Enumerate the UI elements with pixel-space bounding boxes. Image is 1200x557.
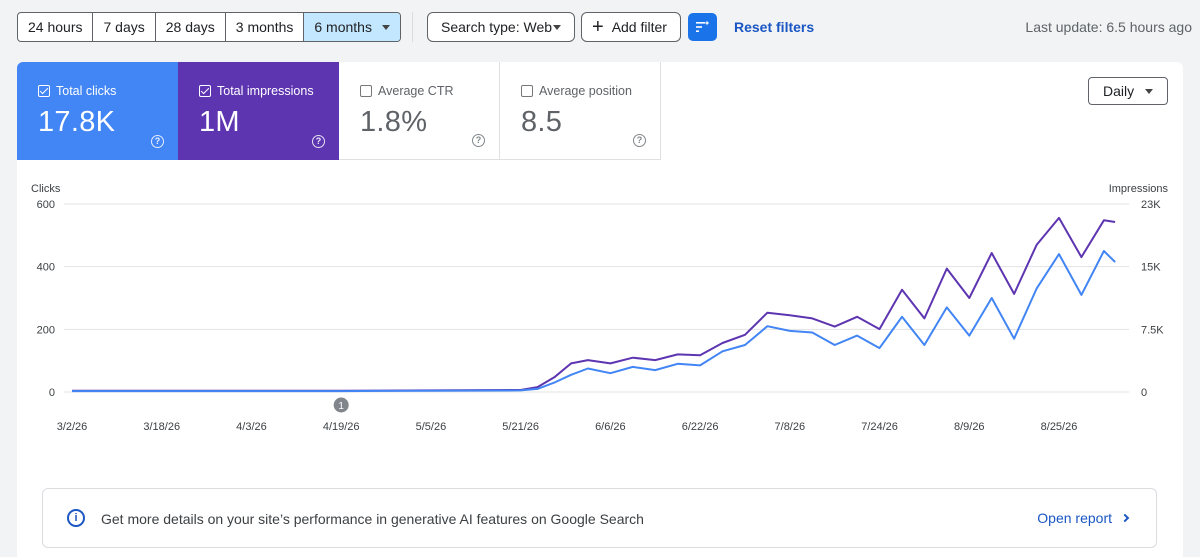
x-tick-label: 8/25/26 — [1041, 421, 1078, 433]
chevron-right-icon — [1120, 513, 1130, 523]
x-tick-label: 7/8/26 — [775, 421, 806, 433]
x-tick-label: 7/24/26 — [861, 421, 898, 433]
performance-chart: Clicks Impressions 600 400 200 0 23K 15K 7.5K 0 3/… — [31, 183, 1169, 433]
x-tick-label: 4/19/26 — [323, 421, 360, 433]
metric-total-clicks[interactable]: Total clicks 17.8K ? — [17, 62, 178, 160]
x-tick-label: 3/18/26 — [143, 421, 180, 433]
metric-label: Total clicks — [56, 84, 117, 98]
x-tick-label: 4/3/26 — [236, 421, 267, 433]
annotation-label: 1 — [338, 401, 344, 412]
series-line-impressions — [72, 216, 1116, 392]
caret-down-icon — [381, 24, 390, 30]
series-line-clicks — [72, 250, 1116, 393]
y-tick-left: 400 — [37, 262, 55, 274]
metric-value: 1.8% — [360, 106, 428, 138]
performance-card: Total clicks 17.8K ? Total impressions 1… — [17, 62, 1183, 557]
metric-header: Average position — [521, 84, 632, 98]
granularity-dropdown[interactable]: Daily — [1088, 77, 1168, 105]
metric-label: Average position — [539, 84, 632, 98]
x-tick-label: 6/6/26 — [595, 421, 626, 433]
divider — [412, 12, 413, 42]
banner-text: Get more details on your site’s performa… — [101, 511, 644, 527]
y-tick-left: 200 — [37, 324, 55, 336]
help-icon[interactable]: ? — [312, 135, 325, 148]
checkbox-unchecked-icon[interactable] — [521, 85, 533, 97]
reset-filters-link[interactable]: Reset filters — [734, 19, 815, 35]
filter-sliders-icon — [695, 20, 709, 32]
filter-bar: 24 hours 7 days 28 days 3 months 6 month… — [0, 0, 1200, 56]
x-tick-label: 5/5/26 — [416, 421, 447, 433]
range-3-months[interactable]: 3 months — [226, 13, 305, 41]
y-tick-right: 7.5K — [1141, 324, 1164, 336]
open-report-label: Open report — [1037, 510, 1112, 526]
ai-features-banner: i Get more details on your site’s perfor… — [42, 488, 1157, 548]
metric-header: Total clicks — [38, 84, 116, 98]
y-axis-right-title: Impressions — [1109, 183, 1169, 195]
range-6-months-label: 6 months — [314, 19, 372, 35]
range-7-days[interactable]: 7 days — [93, 13, 156, 41]
checkbox-checked-icon[interactable] — [38, 85, 50, 97]
help-icon[interactable]: ? — [151, 135, 164, 148]
range-24-hours[interactable]: 24 hours — [18, 13, 94, 41]
checkbox-unchecked-icon[interactable] — [360, 85, 372, 97]
granularity-label: Daily — [1103, 83, 1135, 99]
add-filter-label: Add filter — [611, 19, 667, 35]
x-tick-label: 5/21/26 — [502, 421, 539, 433]
filter-options-button[interactable] — [688, 13, 717, 41]
y-tick-right: 0 — [1141, 387, 1147, 399]
x-tick-label: 3/2/26 — [57, 421, 88, 433]
date-range-selector: 24 hours 7 days 28 days 3 months 6 month… — [17, 12, 401, 42]
last-update-text: Last update: 6.5 hours ago — [1025, 19, 1192, 35]
metric-average-position[interactable]: Average position 8.5 ? — [500, 62, 661, 160]
checkbox-checked-icon[interactable] — [199, 85, 211, 97]
y-tick-right: 23K — [1141, 199, 1161, 211]
search-type-dropdown[interactable]: Search type: Web — [427, 12, 575, 42]
plus-icon: + — [592, 16, 604, 38]
help-icon[interactable]: ? — [472, 134, 485, 147]
metric-total-impressions[interactable]: Total impressions 1M ? — [178, 62, 339, 160]
annotation-marker — [333, 397, 349, 413]
metric-value: 8.5 — [521, 106, 563, 138]
search-type-label: Search type: Web — [441, 19, 553, 35]
help-icon[interactable]: ? — [633, 134, 646, 147]
x-tick-label: 6/22/26 — [682, 421, 719, 433]
range-6-months[interactable]: 6 months — [304, 13, 400, 41]
x-tick-label: 8/9/26 — [954, 421, 985, 433]
metric-value: 1M — [199, 106, 240, 138]
metric-label: Total impressions — [217, 84, 314, 98]
metric-value: 17.8K — [38, 106, 116, 138]
metric-header: Total impressions — [199, 84, 314, 98]
caret-down-icon — [1145, 88, 1153, 94]
y-axis-left-title: Clicks — [31, 183, 61, 195]
caret-down-icon — [553, 24, 561, 30]
metric-average-ctr[interactable]: Average CTR 1.8% ? — [339, 62, 500, 160]
y-tick-left: 600 — [37, 199, 55, 211]
metric-header: Average CTR — [360, 84, 454, 98]
range-28-days[interactable]: 28 days — [156, 13, 226, 41]
open-report-link[interactable]: Open report — [1037, 510, 1130, 526]
add-filter-button[interactable]: + Add filter — [581, 12, 681, 42]
metric-label: Average CTR — [378, 84, 454, 98]
y-tick-right: 15K — [1141, 262, 1161, 274]
info-icon: i — [67, 509, 85, 527]
y-tick-left: 0 — [49, 387, 55, 399]
